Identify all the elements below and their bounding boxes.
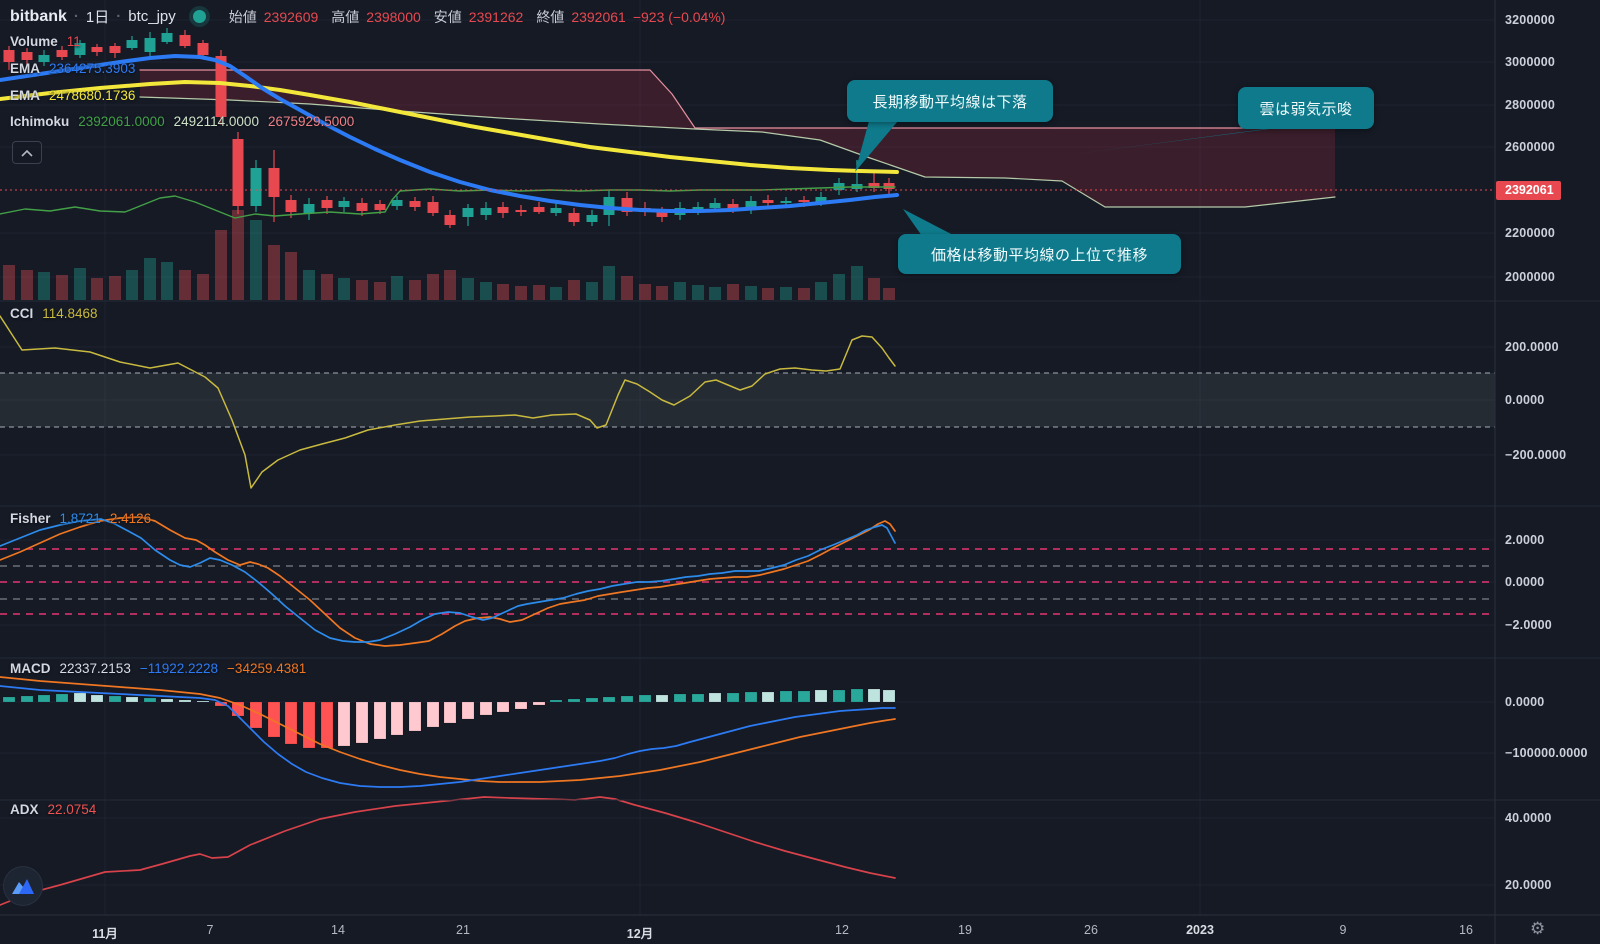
close-value: 2392061 [571, 8, 626, 25]
mountain-chart-icon [12, 879, 34, 894]
exchange-name[interactable]: bitbank [10, 7, 67, 25]
symbol-name[interactable]: btc_jpy [128, 8, 176, 25]
ema-fast-label: EMA [10, 61, 40, 76]
separator: · [73, 8, 79, 25]
macd-line-value: −11922.2228 [139, 661, 219, 676]
time-tick: 16 [1459, 923, 1473, 937]
annotation-ma-down[interactable]: 長期移動平均線は下落 [847, 80, 1053, 122]
macd-tick: −100000.0000 [1505, 746, 1588, 760]
legend-cci[interactable]: CCI 114.8468 [10, 306, 98, 321]
gear-icon[interactable]: ⚙ [1530, 919, 1546, 938]
time-tick: 26 [1084, 923, 1098, 937]
ichimoku-value-2: 2492114.0000 [173, 114, 259, 129]
price-tick: 3200000 [1505, 13, 1556, 27]
annotation-cloud-bearish-text: 雲は弱気示唆 [1259, 100, 1353, 118]
annotation-price-above-ma-text: 価格は移動平均線の上位で推移 [930, 246, 1148, 264]
legend-volume[interactable]: Volume 11 [10, 34, 81, 49]
annotation-ma-down-text: 長期移動平均線は下落 [872, 93, 1028, 111]
last-price-badge: 2392061 [1496, 181, 1561, 200]
cci-tick: 200.0000 [1505, 340, 1559, 354]
legend-ema-slow[interactable]: EMA 2478680.1736 [10, 88, 135, 103]
ema-slow-label: EMA [10, 88, 40, 103]
time-tick: 12月 [626, 927, 654, 941]
price-tick: 2200000 [1505, 226, 1556, 240]
time-tick: 14 [331, 923, 345, 937]
cci-label: CCI [10, 306, 34, 321]
legend-macd[interactable]: MACD 22337.2153 −11922.2228 −34259.4381 [10, 661, 306, 676]
cci-tick: −200.0000 [1505, 448, 1567, 462]
time-tick: 19 [958, 923, 972, 937]
ichimoku-value-1: 2392061.0000 [78, 114, 165, 129]
volume-label: Volume [10, 34, 58, 49]
chart-header: bitbank · 1日 · btc_jpy 始値 2392609 高値 239… [10, 6, 725, 27]
time-tick: 2023 [1186, 923, 1214, 937]
adx-tick: 40.0000 [1505, 811, 1552, 825]
time-axis[interactable]: 11月 7 14 21 12月 12 19 26 2023 9 16 [0, 915, 1600, 944]
chevron-up-icon [21, 149, 33, 157]
macd-tick: 0.0000 [1505, 695, 1545, 709]
open-value: 2392609 [263, 8, 319, 25]
legend-fisher[interactable]: Fisher 1.8721 2.4126 [10, 511, 151, 526]
low-label: 安値 [433, 8, 462, 25]
change-value: −923 (−0.04%) [632, 8, 726, 25]
open-label: 始値 [228, 8, 257, 25]
time-tick: 7 [206, 923, 214, 937]
price-tick: 2800000 [1505, 98, 1556, 112]
close-label: 終値 [536, 8, 565, 25]
price-tick: 3000000 [1505, 55, 1556, 69]
adx-label: ADX [10, 802, 39, 817]
fisher-value-1: 1.8721 [59, 511, 101, 526]
macd-hist-value: 22337.2153 [59, 661, 131, 676]
cci-tick: 0.0000 [1505, 393, 1545, 407]
fisher-tick: −2.0000 [1505, 618, 1552, 632]
ema-slow-value: 2478680.1736 [49, 88, 136, 103]
price-axis[interactable]: 3200000 3000000 2800000 2600000 2200000 20000… [1495, 0, 1600, 915]
market-status-dot [192, 10, 206, 23]
separator: · [116, 8, 122, 25]
annotation-cloud-bearish[interactable]: 雲は弱気示唆 [1238, 87, 1374, 129]
ichimoku-label: Ichimoku [10, 114, 70, 129]
fisher-label: Fisher [10, 511, 51, 526]
ema-fast-value: 2364275.3903 [49, 61, 136, 76]
volume-value: 11 [66, 34, 81, 49]
legend-adx[interactable]: ADX 22.0754 [10, 802, 96, 817]
fisher-tick: 0.0000 [1505, 575, 1545, 589]
watermark-logo-button[interactable] [4, 867, 42, 905]
price-tick: 2000000 [1505, 270, 1556, 284]
macd-signal-value: −34259.4381 [227, 661, 307, 676]
time-tick: 12 [835, 923, 849, 937]
low-value: 2391262 [468, 8, 524, 25]
interval-selector[interactable]: 1日 [85, 9, 110, 26]
price-tick: 2600000 [1505, 140, 1556, 154]
high-label: 高値 [331, 8, 360, 25]
macd-label: MACD [10, 661, 51, 676]
adx-value: 22.0754 [47, 802, 97, 817]
fisher-tick: 2.0000 [1505, 533, 1545, 547]
adx-tick: 20.0000 [1505, 878, 1552, 892]
cci-value: 114.8468 [42, 306, 98, 321]
ichimoku-value-3: 2675929.5000 [267, 114, 355, 129]
legend-ema-fast[interactable]: EMA 2364275.3903 [10, 61, 135, 76]
time-tick: 11月 [92, 927, 118, 941]
time-tick: 9 [1339, 923, 1347, 937]
collapse-legend-button[interactable] [12, 141, 42, 164]
fisher-value-2: 2.4126 [109, 511, 152, 526]
time-tick: 21 [456, 923, 470, 937]
high-value: 2398000 [366, 8, 421, 25]
annotation-price-above-ma[interactable]: 価格は移動平均線の上位で推移 [898, 234, 1181, 274]
legend-ichimoku[interactable]: Ichimoku 2392061.0000 2492114.0000 26759… [10, 114, 354, 129]
